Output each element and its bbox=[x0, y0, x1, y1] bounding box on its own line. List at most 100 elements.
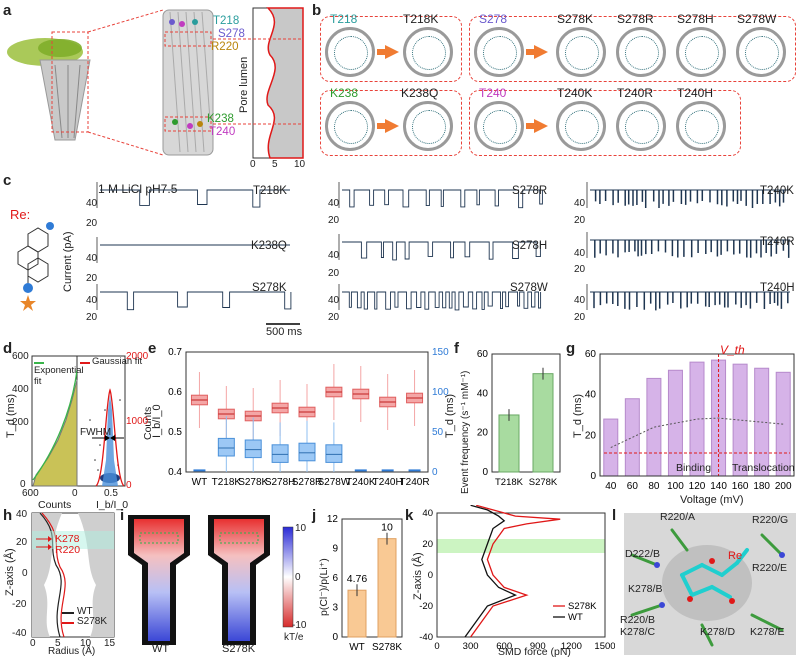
b-label-t218: T218 bbox=[330, 12, 358, 26]
h-legend-s278k: S278K bbox=[77, 616, 108, 627]
d-rtick: 0 bbox=[126, 480, 132, 491]
k-xtick: 0 bbox=[434, 641, 439, 652]
k-frame bbox=[436, 512, 606, 638]
j-xtick: WT bbox=[349, 642, 365, 653]
j-bar bbox=[347, 589, 367, 638]
fwhm-label: FWHM bbox=[80, 427, 112, 438]
condition-label: 1 M LiCl pH7.5 bbox=[98, 182, 178, 196]
tick: 40 bbox=[86, 253, 98, 264]
pore-circle-t218k bbox=[403, 27, 453, 77]
g-bar bbox=[603, 418, 619, 477]
pore-circle-s278k bbox=[556, 27, 606, 77]
pore-circle-t240k bbox=[556, 101, 606, 151]
pore-circle-k238 bbox=[325, 101, 375, 151]
e-box-td bbox=[298, 442, 316, 462]
residue-label-s278: S278 bbox=[218, 28, 245, 40]
k-legend-s278k: S278K bbox=[568, 601, 597, 612]
f-bar bbox=[532, 373, 554, 473]
panel-label-h: h bbox=[3, 507, 13, 524]
j-bar bbox=[377, 538, 397, 638]
g-xtick: 120 bbox=[689, 481, 706, 492]
l-label-k278c: K278/C bbox=[620, 626, 656, 638]
radius-profile bbox=[213, 7, 304, 159]
b-label-s278w: S278W bbox=[737, 12, 777, 26]
k-ytick: -20 bbox=[419, 601, 433, 612]
h-legend-line-wt bbox=[62, 612, 74, 614]
l-label-r220a: R220/A bbox=[660, 511, 696, 523]
colorbar bbox=[282, 526, 294, 628]
pore-circle-k238q bbox=[403, 101, 453, 151]
tick: 40 bbox=[86, 295, 98, 306]
g-xtick: 60 bbox=[627, 481, 639, 492]
tick: 20 bbox=[86, 218, 98, 229]
translocation-label: Translocation bbox=[732, 462, 795, 474]
e-ytick: 0.6 bbox=[168, 387, 182, 398]
h-xtick: 10 bbox=[80, 638, 92, 649]
i-label-s278k: S278K bbox=[222, 643, 256, 655]
l-label-k278d: K278/D bbox=[700, 626, 736, 638]
panel-a-figure bbox=[7, 7, 304, 159]
h-ytick: 40 bbox=[16, 509, 28, 520]
b-label-t240r: T240R bbox=[617, 86, 654, 100]
pore-circle-s278w bbox=[736, 27, 786, 77]
l-label-d222b: D222/B bbox=[625, 548, 661, 560]
g-ytick: 60 bbox=[585, 349, 597, 360]
pore-circle-t240r bbox=[616, 101, 666, 151]
arrow-icon bbox=[377, 119, 399, 133]
j-ylabel: p(Cl⁻)/p(Li⁺) bbox=[318, 558, 330, 616]
l-label-k278e: K278/E bbox=[750, 626, 785, 638]
l-label-re: Re bbox=[728, 550, 743, 562]
legend-line-exp bbox=[34, 362, 44, 364]
h-ylabel: Z-axis (Å) bbox=[4, 548, 16, 596]
f-ytick: 60 bbox=[477, 349, 489, 360]
k-ytick: 0 bbox=[428, 570, 433, 581]
group-box-t218 bbox=[320, 16, 462, 82]
current-trace-4 bbox=[342, 241, 541, 261]
binding-label: Binding bbox=[676, 462, 712, 474]
tick: 20 bbox=[86, 273, 98, 284]
tick: 40 bbox=[574, 295, 586, 306]
tick: 20 bbox=[574, 264, 586, 275]
esp-s278k bbox=[208, 515, 270, 645]
k-series-s278k bbox=[470, 505, 561, 638]
g-ytick: 0 bbox=[590, 471, 596, 482]
b-label-s278h: S278H bbox=[677, 12, 714, 26]
tick: 40 bbox=[86, 198, 98, 209]
h-xtick: 5 bbox=[55, 638, 61, 649]
l-label-r220e: R220/E bbox=[752, 562, 788, 574]
g-xtick: 160 bbox=[732, 481, 749, 492]
j-value-label: 10 bbox=[381, 522, 393, 534]
e-y2tick: 150 bbox=[432, 347, 449, 358]
esp-wt bbox=[128, 515, 190, 645]
g-ylabel: T_d (ms) bbox=[572, 394, 584, 438]
h-label-k278: K278 bbox=[55, 533, 80, 545]
b-label-s278r: S278R bbox=[617, 12, 654, 26]
g-xtick: 40 bbox=[605, 481, 617, 492]
j-ytick: 12 bbox=[327, 514, 339, 525]
k-legend-wt: WT bbox=[568, 612, 583, 623]
gauss-hist bbox=[92, 388, 125, 487]
trace-label-s278h: S278H bbox=[512, 240, 548, 252]
current-trace-8 bbox=[590, 291, 790, 311]
b-label-t240: T240 bbox=[479, 86, 507, 100]
d-rtick: 1000 bbox=[126, 416, 149, 427]
radius-tick-10: 10 bbox=[294, 159, 306, 170]
h-xtick: 0 bbox=[30, 638, 36, 649]
e-xtick: S278H bbox=[265, 477, 296, 488]
k-xtick: 900 bbox=[530, 641, 546, 652]
current-trace-7 bbox=[590, 239, 790, 258]
exp-hist bbox=[32, 369, 78, 487]
current-trace-3 bbox=[342, 189, 543, 209]
i-label-wt: WT bbox=[152, 643, 170, 655]
tick: 20 bbox=[574, 215, 586, 226]
group-box-t240 bbox=[469, 90, 741, 156]
protein-side-view bbox=[7, 9, 164, 156]
g-bar bbox=[646, 377, 662, 477]
scale-bar-label: 500 ms bbox=[266, 326, 303, 338]
re-label: Re: bbox=[10, 207, 31, 222]
l-label-r220g: R220/G bbox=[752, 514, 789, 526]
k-ytick: -40 bbox=[419, 632, 433, 643]
h-ytick: -20 bbox=[12, 599, 27, 610]
d-rtick: 2000 bbox=[126, 351, 149, 362]
current-trace-5 bbox=[342, 291, 542, 311]
